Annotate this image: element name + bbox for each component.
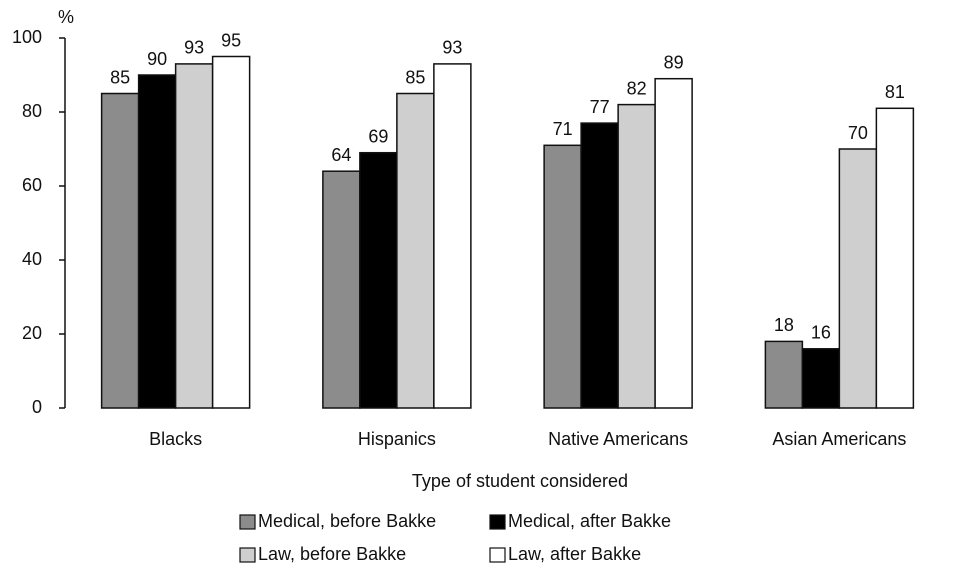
data-label: 64 (331, 145, 351, 165)
bar (433, 63, 472, 409)
x-tick-label: Hispanics (358, 429, 436, 449)
y-tick-label: 0 (32, 397, 42, 417)
bar (359, 151, 398, 409)
legend-swatch (239, 514, 256, 530)
data-label: 16 (811, 323, 831, 343)
bar (617, 103, 656, 409)
data-label: 82 (627, 78, 647, 98)
data-label: 85 (110, 67, 130, 87)
data-label: 69 (368, 126, 388, 146)
data-label: 18 (774, 315, 794, 335)
data-label: 71 (553, 119, 573, 139)
x-tick-label: Blacks (149, 429, 202, 449)
legend-swatch (239, 547, 256, 563)
bar (100, 92, 140, 409)
x-axis-label: Type of student considered (412, 471, 628, 491)
legend-swatch (489, 514, 506, 530)
data-label: 95 (221, 30, 241, 50)
y-axis-label: % (58, 7, 74, 27)
data-label: 85 (405, 67, 425, 87)
y-tick-label: 80 (22, 101, 42, 121)
bar (211, 55, 251, 409)
bar (764, 340, 804, 409)
legend-label: Medical, before Bakke (258, 511, 436, 531)
bar (174, 63, 214, 409)
bar (654, 77, 693, 409)
data-label: 90 (147, 49, 167, 69)
data-label: 89 (664, 52, 684, 72)
data-label: 81 (885, 82, 905, 102)
legend-label: Law, before Bakke (258, 544, 406, 564)
y-tick-label: 60 (22, 175, 42, 195)
bar (322, 170, 361, 409)
y-tick-label: 100 (12, 27, 42, 47)
data-label: 93 (442, 38, 462, 58)
bar (137, 74, 177, 409)
bar (838, 148, 878, 409)
bar (875, 107, 915, 409)
legend-label: Medical, after Bakke (508, 511, 671, 531)
bar (543, 144, 582, 409)
x-tick-label: Native Americans (548, 429, 688, 449)
data-label: 70 (848, 123, 868, 143)
x-tick-label: Asian Americans (772, 429, 906, 449)
data-label: 93 (184, 38, 204, 58)
bar (801, 348, 841, 409)
data-label: 77 (590, 97, 610, 117)
legend-swatch (489, 547, 506, 563)
y-tick-label: 40 (22, 249, 42, 269)
legend-label: Law, after Bakke (508, 544, 641, 564)
bar (396, 92, 435, 409)
y-tick-label: 20 (22, 323, 42, 343)
bar (580, 122, 619, 409)
